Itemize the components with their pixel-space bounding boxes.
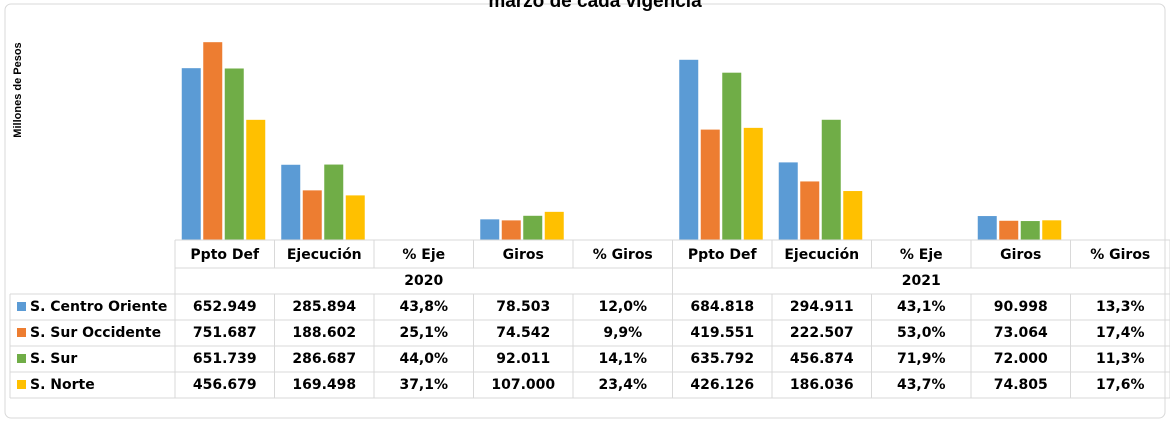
x-tick-label: Ppto Def: [688, 247, 758, 263]
table-cell: 71,9%: [897, 351, 946, 367]
bar: [999, 220, 1019, 240]
legend-swatch: [17, 328, 26, 337]
table-cell: 53,0%: [897, 325, 946, 341]
bar: [977, 216, 997, 240]
table-cell: 74.542: [496, 325, 550, 341]
table-cell: 751.687: [193, 325, 257, 341]
table-cell: 12,0%: [598, 299, 647, 315]
table-cell: 285.894: [292, 299, 356, 315]
bar: [501, 220, 521, 240]
bar: [181, 68, 201, 240]
x-tick-label: Ejecución: [287, 247, 362, 263]
table-cell: 17,4%: [1096, 325, 1145, 341]
bar: [480, 219, 500, 240]
table-cell: 684.818: [690, 299, 754, 315]
bar: [324, 164, 344, 240]
bar: [345, 195, 365, 240]
table-cell: 92.011: [496, 351, 550, 367]
group-label: 2021: [902, 273, 941, 289]
legend-label: S. Sur: [30, 351, 77, 367]
table-cell: 107.000: [491, 377, 555, 393]
bar: [679, 59, 699, 241]
group-label: 2020: [404, 273, 443, 289]
table-cell: 73.064: [994, 325, 1048, 341]
x-tick-label: Ejecución: [784, 247, 859, 263]
table-cell: 456.679: [193, 377, 257, 393]
table-cell: 9,9%: [603, 325, 642, 341]
table-cell: 426.126: [690, 377, 754, 393]
table-cell: 90.998: [994, 299, 1048, 315]
bar: [700, 129, 720, 240]
table-cell: 78.503: [496, 299, 550, 315]
table-cell: 222.507: [790, 325, 854, 341]
legend-label: S. Norte: [30, 377, 95, 393]
table-cell: 419.551: [690, 325, 754, 341]
bar: [722, 72, 742, 241]
table-cell: 286.687: [292, 351, 356, 367]
x-tick-label: % Eje: [402, 247, 445, 263]
legend-swatch: [17, 354, 26, 363]
legend-swatch: [17, 302, 26, 311]
table-cell: 43,1%: [897, 299, 946, 315]
table-cell: 72.000: [994, 351, 1048, 367]
bar: [1020, 221, 1040, 240]
bar: [843, 191, 863, 240]
table-cell: 186.036: [790, 377, 854, 393]
table-cell: 23,4%: [598, 377, 647, 393]
table-cell: 17,6%: [1096, 377, 1145, 393]
bar: [1042, 220, 1062, 240]
bar: [203, 42, 223, 241]
table-cell: 13,3%: [1096, 299, 1145, 315]
chart-title: marzo de cada vigencia: [488, 0, 702, 12]
bar: [544, 211, 564, 240]
y-axis-label: Millones de Pesos: [12, 42, 24, 137]
bar: [224, 68, 244, 240]
bar: [821, 119, 841, 240]
bar: [246, 119, 266, 240]
bar: [800, 181, 820, 240]
chart-border: [4, 3, 1166, 419]
table-cell: 74.805: [994, 377, 1048, 393]
table-cell: 188.602: [292, 325, 356, 341]
bar: [523, 215, 543, 240]
table-cell: 43,7%: [897, 377, 946, 393]
table-cell: 25,1%: [399, 325, 448, 341]
x-tick-label: Ppto Def: [190, 247, 260, 263]
x-tick-label: % Eje: [900, 247, 943, 263]
x-tick-label: Giros: [503, 247, 544, 263]
table-cell: 44,0%: [399, 351, 448, 367]
table-cell: 635.792: [690, 351, 754, 367]
table-cell: 652.949: [193, 299, 257, 315]
table-cell: 43,8%: [399, 299, 448, 315]
table-cell: 456.874: [790, 351, 854, 367]
table-cell: 37,1%: [399, 377, 448, 393]
bar: [743, 127, 763, 240]
legend-label: S. Sur Occidente: [30, 325, 161, 341]
bar: [281, 164, 301, 240]
table-cell: 14,1%: [598, 351, 647, 367]
table-cell: 651.739: [193, 351, 257, 367]
bar: [778, 162, 798, 240]
table-cell: 169.498: [292, 377, 356, 393]
table-cell: 294.911: [790, 299, 854, 315]
x-tick-label: Giros: [1000, 247, 1041, 263]
table-cell: 11,3%: [1096, 351, 1145, 367]
x-tick-label: % Giros: [1090, 247, 1150, 263]
x-tick-label: % Giros: [593, 247, 653, 263]
legend-label: S. Centro Oriente: [30, 299, 167, 315]
bar: [302, 190, 322, 240]
legend-swatch: [17, 380, 26, 389]
